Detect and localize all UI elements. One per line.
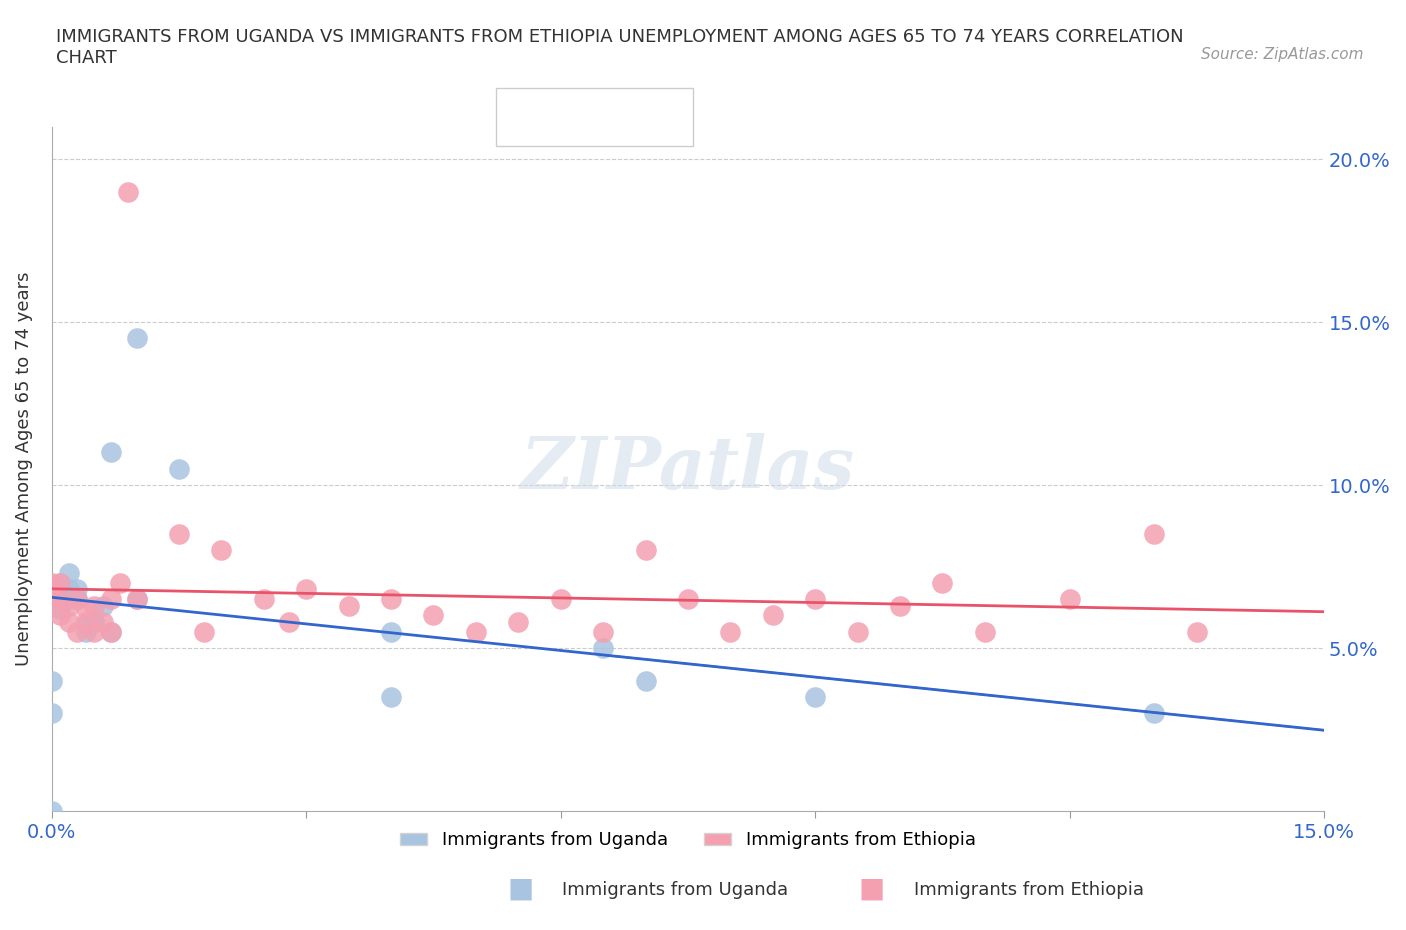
Point [75, 624, 97, 639]
Point [889, 598, 911, 613]
Text: Source: ZipAtlas.com: Source: ZipAtlas.com [1201, 46, 1364, 61]
Point [100, 591, 122, 606]
Point [464, 624, 486, 639]
Point [58, 615, 80, 630]
Text: ■: ■ [508, 874, 533, 902]
Point [83, 624, 105, 639]
Point [100, 445, 122, 460]
Point [125, 591, 148, 606]
Point [380, 624, 402, 639]
Point [91, 598, 114, 613]
Text: 0.063: 0.063 [574, 120, 640, 140]
Point [973, 624, 995, 639]
Point [83, 615, 105, 630]
Point [1143, 526, 1166, 541]
Point [83, 598, 105, 613]
Point [49, 602, 72, 617]
Point [253, 591, 276, 606]
Point [337, 598, 360, 613]
Point [66, 591, 89, 606]
Point [550, 591, 572, 606]
Point [66, 624, 89, 639]
Point [380, 591, 402, 606]
Point [41, 673, 63, 688]
Point [66, 582, 89, 597]
Point [804, 689, 827, 704]
Legend: Immigrants from Uganda, Immigrants from Ethiopia: Immigrants from Uganda, Immigrants from … [394, 824, 983, 857]
Point [278, 615, 301, 630]
Point [41, 804, 63, 818]
Text: Immigrants from Ethiopia: Immigrants from Ethiopia [914, 881, 1144, 899]
Point [41, 591, 63, 606]
Text: ■: ■ [513, 113, 543, 143]
Point [58, 591, 80, 606]
Point [295, 582, 318, 597]
Point [100, 624, 122, 639]
Point [167, 461, 190, 476]
Point [49, 576, 72, 591]
Point [718, 624, 741, 639]
Point [1059, 591, 1081, 606]
Text: ZIPatlas: ZIPatlas [520, 433, 855, 504]
Point [167, 526, 190, 541]
Point [117, 184, 139, 199]
Text: 28: 28 [664, 99, 690, 119]
Point [108, 576, 131, 591]
Point [634, 543, 657, 558]
Point [634, 673, 657, 688]
Point [66, 591, 89, 606]
Point [125, 331, 148, 346]
Point [100, 624, 122, 639]
Point [676, 591, 699, 606]
Point [75, 615, 97, 630]
Point [1185, 624, 1208, 639]
Text: 44: 44 [664, 120, 690, 140]
Point [209, 543, 232, 558]
Point [380, 689, 402, 704]
Point [592, 624, 614, 639]
Point [75, 618, 97, 632]
Point [91, 615, 114, 630]
Point [592, 641, 614, 656]
Text: N =: N = [626, 99, 685, 119]
Point [804, 591, 827, 606]
Point [49, 576, 72, 591]
Point [41, 576, 63, 591]
Point [58, 582, 80, 597]
Point [125, 591, 148, 606]
Point [422, 608, 444, 623]
Text: -0.229: -0.229 [574, 99, 641, 119]
Point [58, 598, 80, 613]
Text: IMMIGRANTS FROM UGANDA VS IMMIGRANTS FROM ETHIOPIA UNEMPLOYMENT AMONG AGES 65 TO: IMMIGRANTS FROM UGANDA VS IMMIGRANTS FRO… [56, 28, 1184, 67]
Point [49, 608, 72, 623]
Text: ■: ■ [513, 92, 543, 122]
Point [846, 624, 869, 639]
Y-axis label: Unemployment Among Ages 65 to 74 years: Unemployment Among Ages 65 to 74 years [15, 272, 32, 666]
Point [49, 582, 72, 597]
Point [75, 602, 97, 617]
Point [1143, 706, 1166, 721]
Point [193, 624, 215, 639]
Text: R =: R = [541, 99, 586, 119]
Point [762, 608, 785, 623]
Point [83, 615, 105, 630]
Text: R =: R = [541, 120, 586, 140]
Point [508, 615, 530, 630]
Point [931, 576, 953, 591]
Text: ■: ■ [859, 874, 884, 902]
Point [49, 582, 72, 597]
Text: N =: N = [626, 120, 685, 140]
Text: Immigrants from Uganda: Immigrants from Uganda [562, 881, 789, 899]
Point [58, 565, 80, 580]
Point [49, 591, 72, 606]
Point [41, 706, 63, 721]
